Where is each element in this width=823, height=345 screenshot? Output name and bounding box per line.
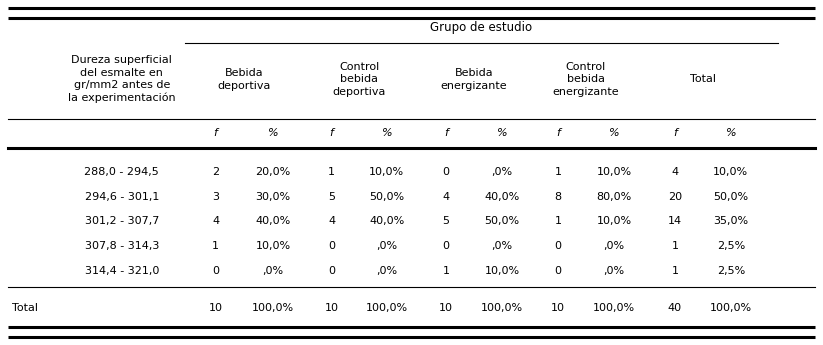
- Text: 80,0%: 80,0%: [597, 192, 631, 201]
- Text: 301,2 - 307,7: 301,2 - 307,7: [85, 217, 159, 226]
- Text: 100,0%: 100,0%: [365, 303, 408, 313]
- Text: 10,0%: 10,0%: [597, 217, 631, 226]
- Text: 40,0%: 40,0%: [370, 217, 404, 226]
- Text: 35,0%: 35,0%: [714, 217, 748, 226]
- Text: 10,0%: 10,0%: [256, 241, 291, 251]
- Text: 314,4 - 321,0: 314,4 - 321,0: [85, 266, 159, 276]
- Text: %: %: [268, 128, 278, 138]
- Text: 20,0%: 20,0%: [256, 167, 291, 177]
- Text: 4: 4: [443, 192, 449, 201]
- Text: 4: 4: [212, 217, 219, 226]
- Text: 40,0%: 40,0%: [256, 217, 291, 226]
- Text: 40: 40: [667, 303, 682, 313]
- Text: 288,0 - 294,5: 288,0 - 294,5: [85, 167, 159, 177]
- Text: 10: 10: [208, 303, 223, 313]
- Text: 10,0%: 10,0%: [370, 167, 404, 177]
- Text: Bebida
deportiva: Bebida deportiva: [218, 68, 271, 90]
- Text: Bebida
energizante: Bebida energizante: [441, 68, 507, 90]
- Text: 1: 1: [328, 167, 335, 177]
- Text: 0: 0: [555, 241, 561, 251]
- Text: 100,0%: 100,0%: [709, 303, 752, 313]
- Text: 1: 1: [443, 266, 449, 276]
- Text: 30,0%: 30,0%: [256, 192, 291, 201]
- Text: Total: Total: [690, 75, 716, 84]
- Text: 20: 20: [667, 192, 682, 201]
- Text: ,0%: ,0%: [603, 266, 625, 276]
- Text: ,0%: ,0%: [491, 241, 513, 251]
- Text: Control
bebida
energizante: Control bebida energizante: [553, 62, 619, 97]
- Text: 10,0%: 10,0%: [714, 167, 748, 177]
- Text: %: %: [382, 128, 392, 138]
- Text: 0: 0: [443, 167, 449, 177]
- Text: 2: 2: [212, 167, 219, 177]
- Text: 50,0%: 50,0%: [714, 192, 748, 201]
- Text: 5: 5: [443, 217, 449, 226]
- Text: 5: 5: [328, 192, 335, 201]
- Text: ,0%: ,0%: [376, 241, 398, 251]
- Text: 10: 10: [324, 303, 339, 313]
- Text: 0: 0: [212, 266, 219, 276]
- Text: 10,0%: 10,0%: [485, 266, 519, 276]
- Text: 1: 1: [555, 167, 561, 177]
- Text: 4: 4: [328, 217, 335, 226]
- Text: 10: 10: [551, 303, 565, 313]
- Text: 100,0%: 100,0%: [481, 303, 523, 313]
- Text: 8: 8: [555, 192, 561, 201]
- Text: 0: 0: [443, 241, 449, 251]
- Text: Control
bebida
deportiva: Control bebida deportiva: [332, 62, 386, 97]
- Text: 1: 1: [672, 241, 678, 251]
- Text: f: f: [673, 128, 677, 138]
- Text: ,0%: ,0%: [491, 167, 513, 177]
- Text: 0: 0: [328, 241, 335, 251]
- Text: 14: 14: [667, 217, 682, 226]
- Text: %: %: [497, 128, 507, 138]
- Text: 0: 0: [328, 266, 335, 276]
- Text: Total: Total: [12, 303, 39, 313]
- Text: 2,5%: 2,5%: [717, 266, 745, 276]
- Text: Dureza superficial
del esmalte en
gr/mm2 antes de
la experimentación: Dureza superficial del esmalte en gr/mm2…: [68, 56, 175, 103]
- Text: 10: 10: [439, 303, 453, 313]
- Text: 1: 1: [672, 266, 678, 276]
- Text: f: f: [444, 128, 448, 138]
- Text: f: f: [556, 128, 560, 138]
- Text: ,0%: ,0%: [263, 266, 284, 276]
- Text: 50,0%: 50,0%: [370, 192, 404, 201]
- Text: 1: 1: [555, 217, 561, 226]
- Text: %: %: [726, 128, 736, 138]
- Text: 1: 1: [212, 241, 219, 251]
- Text: 307,8 - 314,3: 307,8 - 314,3: [85, 241, 159, 251]
- Text: 3: 3: [212, 192, 219, 201]
- Text: f: f: [330, 128, 333, 138]
- Text: f: f: [214, 128, 217, 138]
- Text: 2,5%: 2,5%: [717, 241, 745, 251]
- Text: ,0%: ,0%: [376, 266, 398, 276]
- Text: 10,0%: 10,0%: [597, 167, 631, 177]
- Text: 4: 4: [672, 167, 678, 177]
- Text: Grupo de estudio: Grupo de estudio: [430, 21, 532, 34]
- Text: 40,0%: 40,0%: [485, 192, 519, 201]
- Text: 100,0%: 100,0%: [252, 303, 295, 313]
- Text: 50,0%: 50,0%: [485, 217, 519, 226]
- Text: 0: 0: [555, 266, 561, 276]
- Text: 294,6 - 301,1: 294,6 - 301,1: [85, 192, 159, 201]
- Text: 100,0%: 100,0%: [593, 303, 635, 313]
- Text: ,0%: ,0%: [603, 241, 625, 251]
- Text: %: %: [609, 128, 619, 138]
